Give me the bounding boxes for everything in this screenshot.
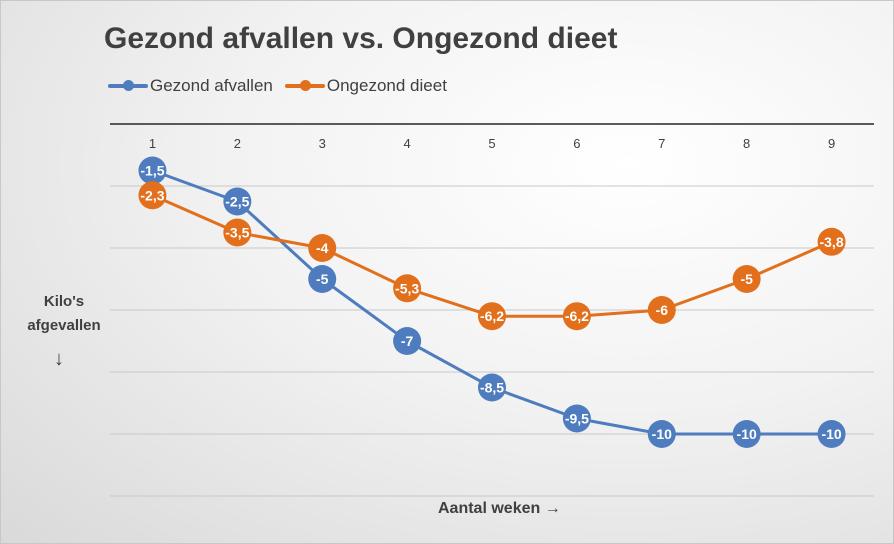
x-tick-label: 5 xyxy=(488,136,495,151)
data-label-ongezond: -5,3 xyxy=(395,280,419,296)
series-line-ongezond xyxy=(151,193,833,318)
data-point-ongezond xyxy=(562,302,591,331)
x-tick-label: 6 xyxy=(573,136,580,151)
data-point-ongezond xyxy=(223,218,252,247)
data-label-ongezond: -5 xyxy=(740,271,753,287)
legend-item-ongezond: Ongezond dieet xyxy=(284,76,447,96)
data-label-ongezond: -4 xyxy=(316,240,329,256)
data-point-ongezond xyxy=(817,227,846,256)
chart-title: Gezond afvallen vs. Ongezond dieet xyxy=(104,22,618,55)
data-point-gezond xyxy=(562,404,591,433)
legend-swatch-gezond xyxy=(108,80,148,91)
data-point-gezond xyxy=(308,265,337,293)
data-label-ongezond: -2,3 xyxy=(140,187,164,203)
x-tick-label: 3 xyxy=(319,136,326,151)
x-tick-label: 2 xyxy=(234,136,241,151)
data-label-ongezond: -3,8 xyxy=(819,234,843,250)
data-point-ongezond xyxy=(647,296,676,324)
y-axis-label-line-1: Kilo's xyxy=(43,293,85,310)
data-label-gezond: -1,5 xyxy=(140,163,164,179)
data-label-ongezond: -6,2 xyxy=(565,308,589,324)
data-label-ongezond: -6,2 xyxy=(480,308,504,324)
data-label-gezond: -10 xyxy=(652,426,672,442)
data-point-ongezond xyxy=(478,302,506,331)
legend-label-gezond: Gezond afvallen xyxy=(150,76,273,95)
down-arrow-icon: ↓ xyxy=(54,348,64,370)
x-axis-label: Aantal weken → xyxy=(438,500,561,517)
data-label-gezond: -10 xyxy=(737,426,757,442)
data-point-gezond xyxy=(393,327,422,355)
y-axis-label: Kilo's afgevallen xyxy=(22,290,106,338)
x-tick-label: 9 xyxy=(828,136,835,151)
y-axis-label-line-2: afgevallen xyxy=(27,317,101,334)
x-tick-label: 8 xyxy=(743,136,750,151)
data-point-ongezond xyxy=(732,265,761,293)
data-point-gezond xyxy=(223,187,252,216)
x-tick-label: 1 xyxy=(149,136,156,151)
data-point-ongezond xyxy=(308,234,337,262)
data-point-gezond xyxy=(647,420,676,448)
data-label-gezond: -9,5 xyxy=(565,411,589,427)
data-point-gezond xyxy=(732,420,761,448)
data-point-ongezond xyxy=(393,274,422,303)
legend-item-gezond: Gezond afvallen xyxy=(108,76,273,96)
data-label-ongezond: -3,5 xyxy=(225,225,249,241)
data-point-gezond xyxy=(817,420,846,448)
x-tick-label: 4 xyxy=(403,136,410,151)
data-label-gezond: -2,5 xyxy=(225,194,249,210)
data-point-ongezond xyxy=(138,181,167,210)
data-label-gezond: -5 xyxy=(316,271,329,287)
data-point-gezond xyxy=(478,373,506,402)
data-label-ongezond: -6 xyxy=(656,302,669,318)
data-label-gezond: -7 xyxy=(401,333,414,349)
data-point-gezond xyxy=(138,156,167,185)
legend-label-ongezond: Ongezond dieet xyxy=(326,76,447,95)
legend: Gezond afvallen Ongezond dieet xyxy=(108,76,447,96)
x-tick-label: 7 xyxy=(658,136,665,151)
legend-swatch-ongezond xyxy=(284,80,325,91)
data-label-gezond: -8,5 xyxy=(480,380,504,396)
data-label-gezond: -10 xyxy=(821,426,841,442)
